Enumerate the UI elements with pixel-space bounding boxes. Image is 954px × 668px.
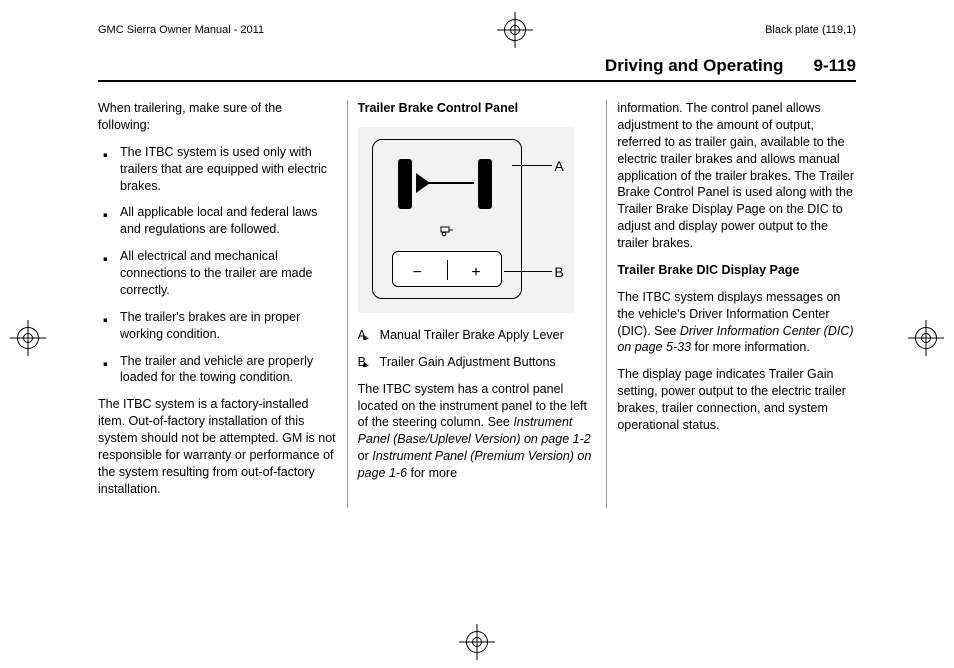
col1-bullet-list: The ITBC system is used only with traile… (98, 144, 337, 387)
registration-mark-icon (497, 12, 533, 48)
top-crosshair (497, 12, 533, 48)
right-registration-mark (908, 320, 944, 356)
registration-mark-icon (459, 624, 495, 660)
left-registration-mark (10, 320, 46, 356)
column-1: When trailering, make sure of the follow… (98, 100, 348, 508)
lever-handle-icon (416, 173, 430, 193)
bottom-registration-mark (459, 624, 495, 660)
print-header: GMC Sierra Owner Manual - 2011 Black pla… (0, 0, 954, 56)
page-number: 9-119 (813, 56, 856, 76)
page-content: Driving and Operating 9-119 When trailer… (0, 56, 954, 508)
diagram-legend: A.Manual Trailer Brake Apply Lever B.Tra… (358, 327, 597, 371)
registration-mark-icon (908, 320, 944, 356)
bullet-item: All electrical and mechanical connection… (98, 248, 337, 299)
col3-para3: The display page indicates Trailer Gain … (617, 366, 856, 434)
bullet-item: The trailer's brakes are in proper worki… (98, 309, 337, 343)
col2-para: The ITBC system has a control panel loca… (358, 381, 597, 482)
brake-panel-diagram: − + A B (358, 127, 574, 313)
col3-para1: information. The control panel allows ad… (617, 100, 856, 252)
lever-bar-icon (398, 159, 412, 209)
section-header: Driving and Operating 9-119 (98, 56, 856, 82)
section-title: Driving and Operating (605, 56, 784, 76)
lever-bar-icon (478, 159, 492, 209)
trailer-icon (440, 225, 454, 242)
callout-a: A (554, 157, 563, 176)
column-2: Trailer Brake Control Panel (348, 100, 608, 508)
legend-b: B.Trailer Gain Adjustment Buttons (358, 354, 597, 371)
ref-instrument-panel-premium: Instrument Panel (Premium Version) on pa… (358, 449, 592, 480)
manual-title: GMC Sierra Owner Manual - 2011 (98, 24, 264, 36)
col1-para2: The ITBC system is a factory-installed i… (98, 396, 337, 497)
col3-heading: Trailer Brake DIC Display Page (617, 262, 856, 279)
callout-line-b (504, 271, 552, 272)
content-columns: When trailering, make sure of the follow… (98, 100, 856, 508)
col3-para2: The ITBC system displays messages on the… (617, 289, 856, 357)
gain-buttons: − + (392, 251, 502, 287)
col1-intro: When trailering, make sure of the follow… (98, 100, 337, 134)
registration-mark-icon (10, 320, 46, 356)
legend-a: A.Manual Trailer Brake Apply Lever (358, 327, 597, 344)
plate-info: Black plate (119,1) (765, 24, 856, 36)
plus-icon: + (471, 262, 480, 284)
callout-b: B (554, 263, 563, 282)
column-3: information. The control panel allows ad… (607, 100, 856, 508)
bullet-item: The ITBC system is used only with traile… (98, 144, 337, 195)
bullet-item: The trailer and vehicle are properly loa… (98, 353, 337, 387)
col2-heading: Trailer Brake Control Panel (358, 100, 597, 117)
minus-icon: − (413, 262, 422, 284)
lever-area (380, 147, 514, 223)
callout-line-a (512, 165, 552, 166)
bullet-item: All applicable local and federal laws an… (98, 204, 337, 238)
